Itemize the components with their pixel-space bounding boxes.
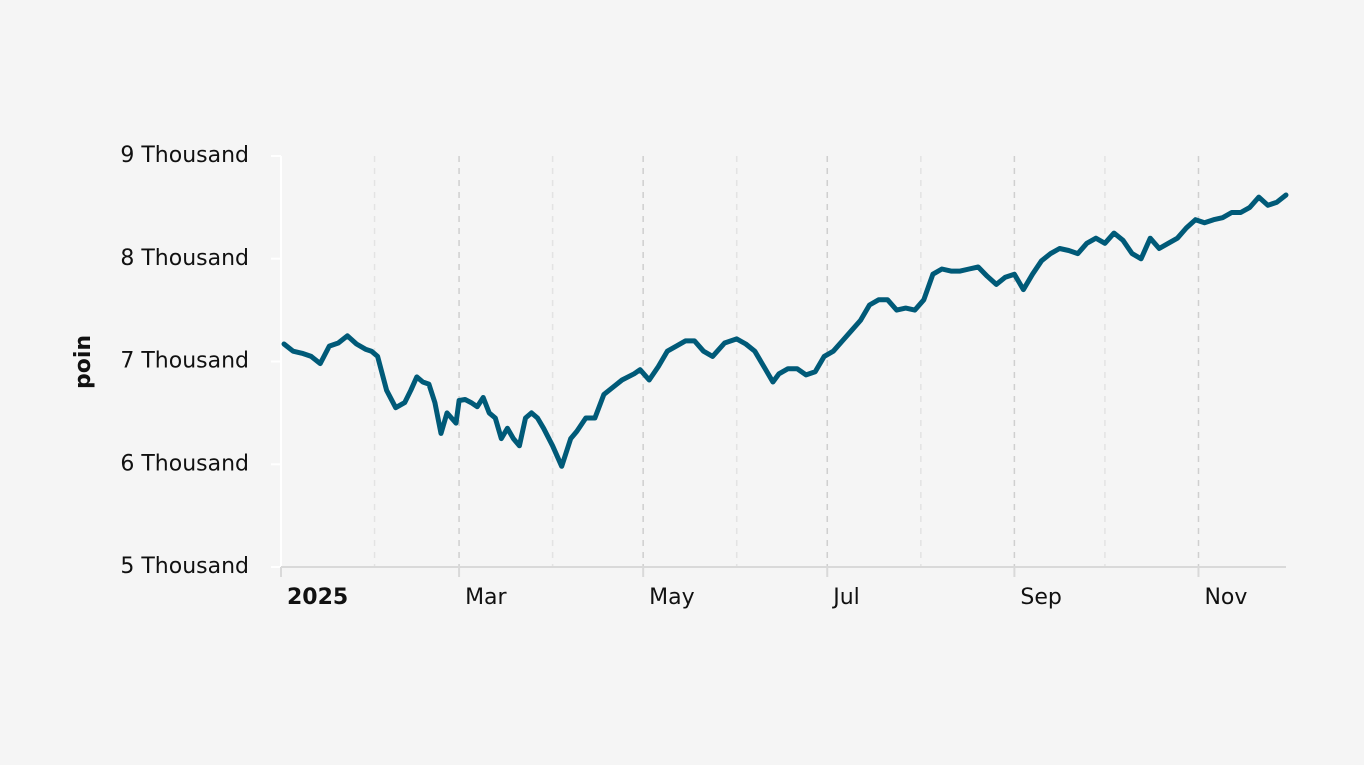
x-tick-label-year: 2025 — [287, 585, 348, 610]
y-tick-label: 9 Thousand — [120, 143, 249, 168]
y-tick-label: 7 Thousand — [120, 349, 249, 374]
x-tick-label: Jul — [831, 585, 860, 610]
y-tick-label: 8 Thousand — [120, 246, 249, 271]
x-tick-label: Mar — [465, 585, 507, 610]
y-axis-ticks: 5 Thousand 6 Thousand 7 Thousand 8 Thousand… — [120, 143, 281, 579]
y-tick-label: 6 Thousand — [120, 451, 249, 476]
series-line — [281, 192, 1289, 469]
y-axis-label: poin — [71, 335, 96, 389]
x-axis-ticks: 2025 Mar May Jul Sep Nov — [280, 567, 1247, 610]
y-tick-label: 5 Thousand — [120, 554, 249, 579]
gridlines — [373, 156, 1200, 567]
x-tick-label: Nov — [1204, 585, 1247, 610]
x-tick-label: May — [649, 585, 694, 610]
x-tick-label: Sep — [1020, 585, 1061, 610]
